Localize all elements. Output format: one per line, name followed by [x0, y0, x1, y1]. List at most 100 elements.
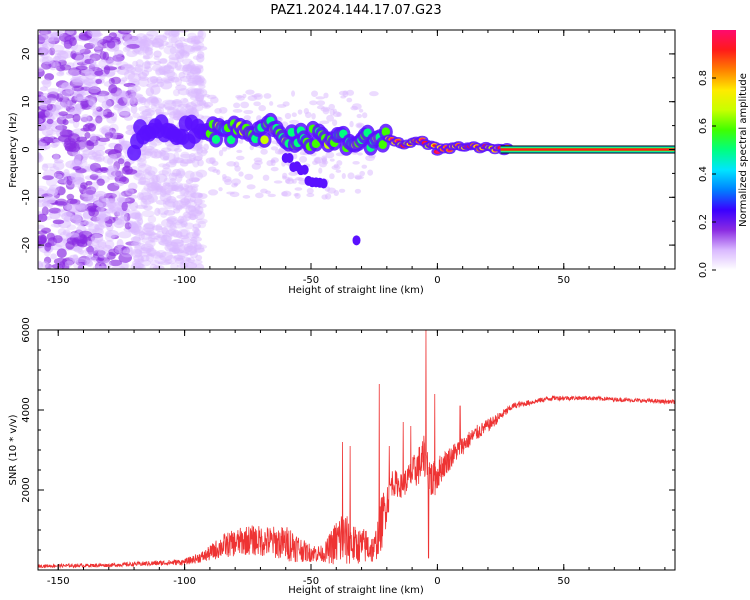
- noise-speck: [62, 119, 69, 126]
- noise-speck: [59, 64, 72, 71]
- noise-speck: [166, 196, 177, 204]
- noise-speck: [79, 249, 89, 256]
- noise-speck: [137, 157, 147, 167]
- noise-speck: [196, 53, 205, 63]
- noise-speck: [208, 189, 219, 196]
- noise-speck: [120, 77, 128, 82]
- noise-speck: [146, 96, 158, 104]
- noise-speck: [104, 99, 112, 109]
- noise-speck: [146, 83, 159, 88]
- noise-speck: [47, 88, 60, 94]
- noise-speck: [151, 38, 164, 48]
- noise-speck: [168, 34, 180, 44]
- noise-speck: [188, 152, 196, 162]
- noise-speck: [72, 113, 81, 123]
- noise-speck: [197, 203, 207, 209]
- noise-speck: [101, 197, 110, 203]
- noise-speck: [54, 173, 63, 179]
- noise-speck: [81, 99, 94, 108]
- noise-speck: [109, 259, 123, 267]
- noise-speck: [147, 250, 161, 257]
- noise-speck: [77, 265, 85, 269]
- noise-speck: [180, 158, 193, 164]
- noise-speck: [95, 115, 103, 124]
- noise-speck: [96, 106, 103, 112]
- noise-speck: [311, 112, 316, 120]
- noise-speck: [60, 98, 70, 109]
- noise-speck: [174, 39, 184, 49]
- noise-speck: [323, 92, 329, 99]
- noise-speck: [336, 112, 342, 117]
- noise-speck: [38, 185, 48, 191]
- noise-speck: [306, 187, 314, 194]
- noise-speck: [221, 173, 227, 180]
- noise-speck: [130, 236, 141, 243]
- noise-speck: [191, 185, 199, 193]
- noise-speck: [193, 75, 202, 82]
- noise-speck: [66, 175, 73, 186]
- noise-speck: [137, 177, 150, 185]
- noise-speck: [158, 102, 165, 110]
- noise-speck: [170, 36, 178, 43]
- noise-speck: [176, 64, 189, 72]
- noise-speck: [104, 131, 114, 139]
- noise-speck: [238, 171, 244, 177]
- noise-speck: [177, 170, 185, 177]
- noise-speck: [139, 251, 152, 257]
- noise-speck: [210, 96, 219, 104]
- noise-speck: [127, 84, 141, 93]
- noise-speck: [178, 71, 186, 79]
- x-tick-label: -100: [173, 275, 196, 286]
- noise-speck: [70, 77, 81, 83]
- noise-speck: [45, 33, 55, 42]
- noise-speck: [118, 192, 125, 202]
- noise-speck: [151, 225, 163, 231]
- noise-speck: [175, 42, 188, 47]
- noise-speck: [192, 158, 200, 168]
- noise-speck: [172, 89, 180, 97]
- noise-speck: [90, 181, 99, 192]
- noise-speck: [190, 65, 200, 72]
- noise-speck: [52, 235, 63, 244]
- noise-speck: [71, 77, 83, 83]
- noise-speck: [99, 51, 107, 60]
- noise-speck: [175, 172, 183, 183]
- noise-speck: [92, 198, 100, 204]
- noise-speck: [70, 214, 82, 224]
- colorbar-tick-label: 0.8: [698, 70, 709, 86]
- noise-speck: [55, 124, 68, 131]
- noise-speck: [297, 177, 307, 182]
- noise-speck: [140, 195, 148, 203]
- noise-speck: [114, 49, 124, 57]
- noise-speck: [262, 174, 270, 181]
- noise-speck: [159, 57, 168, 65]
- noise-speck: [78, 230, 93, 239]
- noise-speck: [190, 237, 198, 244]
- noise-speck: [87, 245, 94, 255]
- noise-speck: [190, 67, 201, 75]
- noise-speck: [54, 198, 68, 207]
- noise-speck: [117, 30, 132, 35]
- noise-speck: [176, 106, 186, 115]
- noise-speck: [170, 230, 183, 238]
- noise-speck: [81, 80, 91, 90]
- ridge-core: [211, 135, 221, 144]
- noise-speck: [53, 159, 64, 164]
- noise-speck: [169, 221, 177, 230]
- noise-speck: [133, 242, 146, 250]
- noise-speck: [48, 47, 56, 56]
- snr-x-ticks: -150 -100 -50 0 50: [47, 330, 666, 587]
- noise-speck: [42, 43, 49, 54]
- noise-speck: [144, 108, 156, 113]
- noise-speck: [169, 177, 177, 184]
- noise-speck: [254, 160, 263, 166]
- snr-panel: -150 -100 -50 0 50 2000 4000 6000 Height of st…: [8, 317, 676, 596]
- noise-speck: [96, 215, 106, 225]
- noise-speck: [118, 231, 132, 239]
- noise-speck: [154, 265, 162, 269]
- noise-speck: [197, 30, 204, 38]
- noise-speck: [99, 212, 107, 219]
- noise-speck: [55, 31, 64, 37]
- noise-speck: [67, 172, 81, 182]
- noise-speck: [158, 170, 170, 176]
